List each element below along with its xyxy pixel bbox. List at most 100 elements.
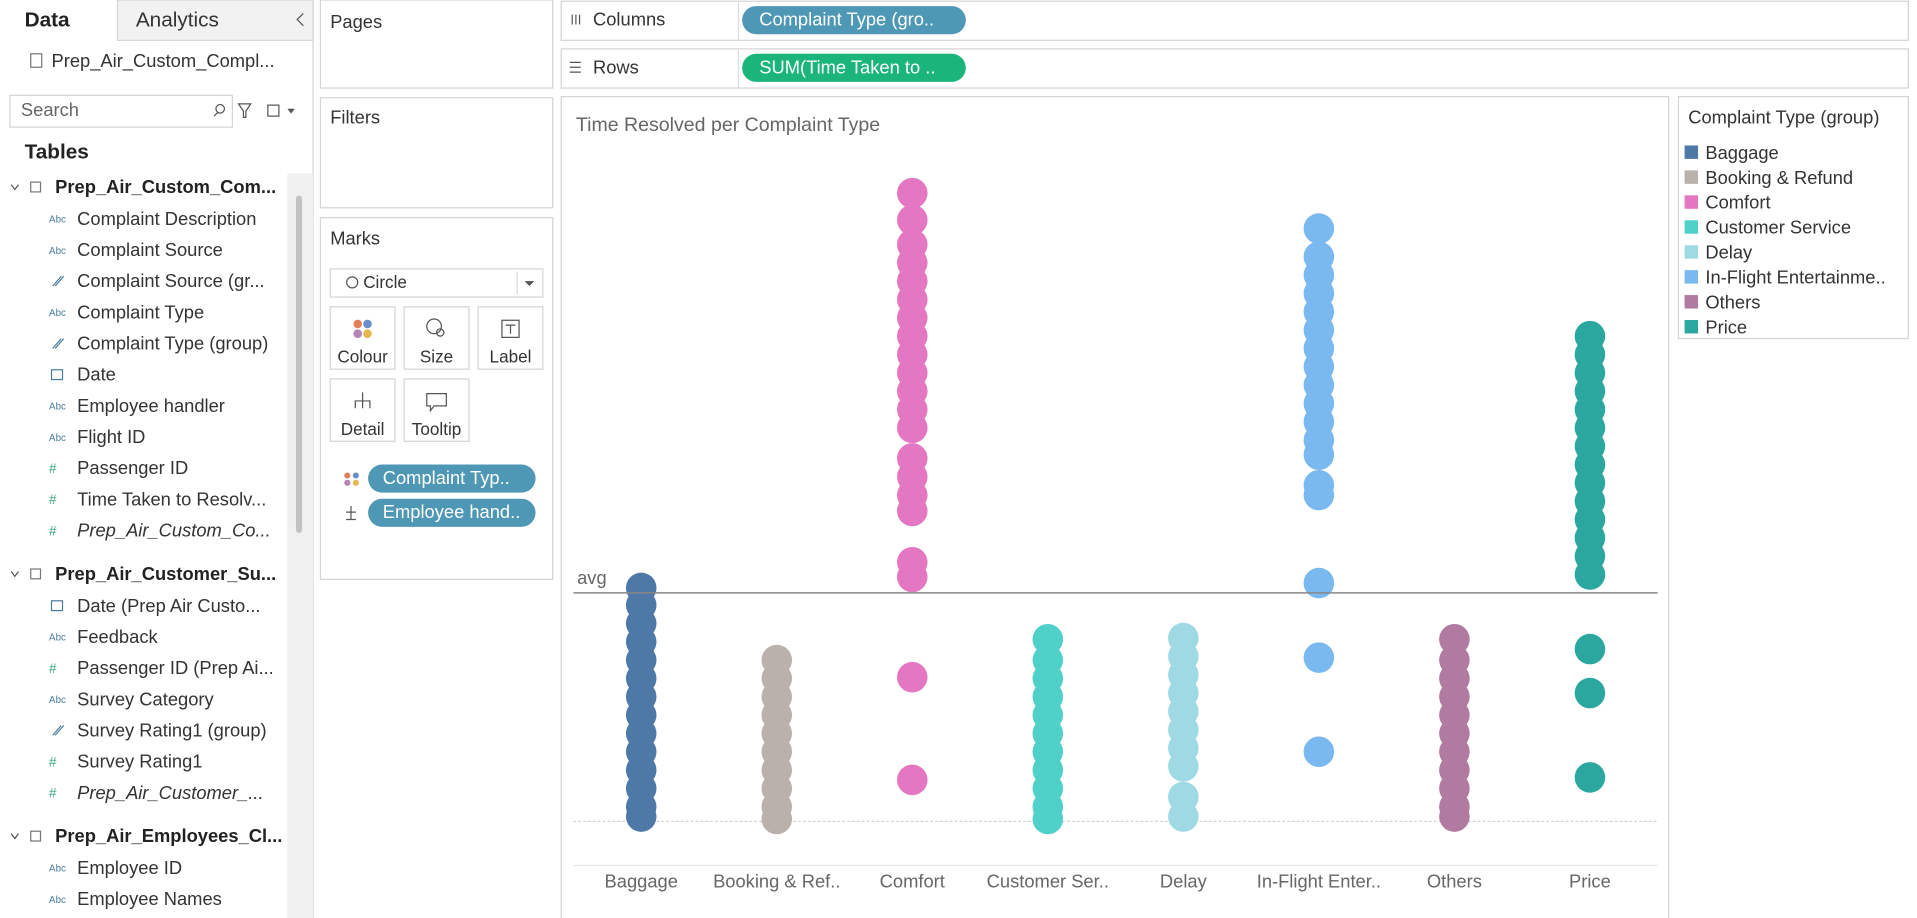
dot[interactable] [625, 801, 657, 832]
scroll-thumb[interactable] [295, 195, 303, 533]
legend-swatch[interactable] [1684, 320, 1699, 334]
legend-label[interactable]: In-Flight Entertainme.. [1705, 267, 1885, 288]
analytics-tab[interactable] [116, 0, 314, 41]
legend-swatch[interactable] [1684, 170, 1699, 184]
view-icon[interactable] [267, 104, 280, 117]
field-name[interactable]: Complaint Type (group) [77, 333, 268, 354]
x-tick-label: Price [1569, 870, 1611, 891]
x-tick-label: Comfort [880, 870, 945, 891]
data-tab[interactable]: Data [25, 8, 70, 31]
field-name[interactable]: Feedback [77, 626, 158, 647]
marks-button[interactable] [403, 378, 470, 442]
dot[interactable] [896, 495, 928, 527]
table-name[interactable]: Prep_Air_Custom_Com... [55, 176, 276, 197]
collapse-icon[interactable] [296, 13, 304, 27]
field-type: Abc [49, 402, 66, 413]
field-name[interactable]: Survey Category [77, 688, 214, 709]
filters-card [319, 97, 554, 209]
legend-label[interactable]: Price [1705, 316, 1747, 337]
field-name[interactable]: Date (Prep Air Custo... [77, 595, 260, 616]
dot[interactable] [896, 561, 928, 593]
legend-label[interactable]: Baggage [1705, 142, 1778, 163]
field-name[interactable]: Survey Rating1 (group) [77, 719, 266, 740]
field-name[interactable]: Prep_Air_Custom_Co... [77, 520, 271, 541]
marks-button-label: Label [490, 348, 532, 367]
legend-swatch[interactable] [1684, 220, 1699, 234]
columns-pill[interactable] [742, 6, 966, 35]
marks-button[interactable] [329, 306, 396, 370]
field-name[interactable]: Prep_Air_Customer_... [77, 782, 263, 803]
dot[interactable] [1168, 751, 1199, 782]
field-name[interactable]: Flight ID [77, 426, 145, 447]
legend-label[interactable]: Booking & Refund [1705, 167, 1853, 188]
dot[interactable] [1303, 479, 1335, 511]
expand-caret[interactable] [10, 571, 19, 578]
datasource[interactable]: Prep_Air_Custom_Compl... [52, 50, 275, 72]
field-type: # [49, 523, 57, 538]
field-name[interactable]: Complaint Source (gr... [77, 270, 264, 291]
color-pill[interactable] [368, 464, 536, 493]
dot[interactable] [761, 803, 793, 835]
legend-swatch[interactable] [1684, 270, 1699, 284]
field-name[interactable]: Complaint Description [77, 208, 256, 229]
legend-swatch[interactable] [1684, 145, 1699, 159]
chart-title: Time Resolved per Complaint Type [576, 114, 880, 136]
field-name[interactable]: Employee handler [77, 395, 225, 416]
analytics-tab-label[interactable]: Analytics [136, 8, 219, 31]
marks-button[interactable] [403, 306, 470, 370]
table-name[interactable]: Prep_Air_Customer_Su... [55, 563, 276, 584]
legend-label[interactable]: Comfort [1705, 192, 1770, 213]
mark-type-dropdown[interactable] [329, 268, 544, 298]
field-name[interactable]: Complaint Type [77, 301, 204, 322]
field-name[interactable]: Date [77, 364, 116, 385]
dot[interactable] [1303, 736, 1335, 768]
legend-label[interactable]: Others [1705, 291, 1760, 312]
dot[interactable] [1574, 762, 1606, 793]
dot[interactable] [896, 412, 928, 444]
field-name[interactable]: Complaint Source [77, 239, 223, 260]
dot[interactable] [1574, 633, 1606, 665]
columns-pill-label: Complaint Type (gro.. [759, 9, 934, 30]
dot[interactable] [1303, 439, 1335, 471]
dot[interactable] [896, 177, 928, 209]
dot[interactable] [1574, 677, 1606, 709]
field-name[interactable]: Employee Names [77, 888, 222, 909]
search-box[interactable] [9, 94, 234, 128]
field-type: Abc [49, 633, 66, 644]
dot[interactable] [1032, 803, 1064, 835]
legend-swatch[interactable] [1684, 195, 1699, 209]
dot[interactable] [1439, 801, 1470, 832]
detail-pill[interactable] [368, 498, 536, 527]
dot[interactable] [1168, 801, 1199, 832]
field-name[interactable]: Time Taken to Resolv... [77, 488, 266, 509]
field-type: # [49, 661, 57, 676]
expand-caret[interactable] [10, 833, 19, 840]
field-name[interactable]: Passenger ID [77, 457, 188, 478]
field-type: Abc [49, 895, 66, 906]
dot[interactable] [1303, 642, 1335, 673]
pages-card [319, 0, 554, 89]
sidebar [0, 0, 314, 918]
dot[interactable] [1574, 559, 1606, 590]
dot[interactable] [1303, 213, 1335, 244]
legend-swatch[interactable] [1684, 245, 1699, 259]
field-name[interactable]: Passenger ID (Prep Ai... [77, 657, 274, 678]
expand-caret[interactable] [10, 184, 19, 191]
dot[interactable] [1303, 567, 1335, 599]
x-tick-label: Baggage [605, 870, 678, 891]
field-name[interactable]: Employee ID [77, 857, 182, 878]
legend-swatch[interactable] [1684, 295, 1699, 309]
legend-label[interactable]: Delay [1705, 242, 1753, 263]
legend-label[interactable]: Customer Service [1705, 217, 1851, 238]
filter-icon[interactable] [237, 103, 252, 118]
field-type-date [50, 600, 64, 612]
datasource-icon [30, 53, 43, 68]
field-type-group [52, 338, 65, 349]
rows-pill[interactable] [742, 53, 966, 82]
dot[interactable] [896, 764, 928, 796]
dot[interactable] [896, 204, 928, 236]
table-name[interactable]: Prep_Air_Employees_Cl... [55, 825, 282, 846]
marks-button[interactable] [329, 378, 396, 442]
dot[interactable] [896, 661, 928, 693]
field-name[interactable]: Survey Rating1 [77, 751, 202, 772]
